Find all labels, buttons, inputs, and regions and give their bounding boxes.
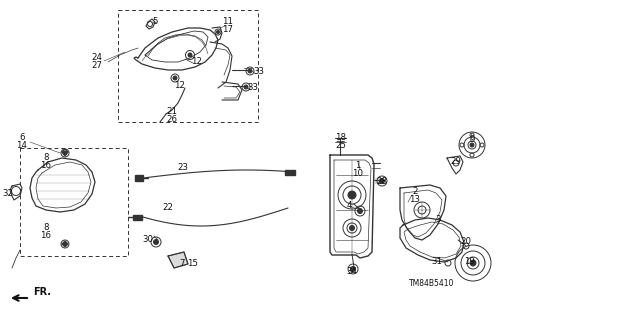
Circle shape [63, 242, 67, 246]
Text: 3: 3 [435, 216, 441, 225]
Text: 1: 1 [355, 160, 361, 169]
Bar [118, 10, 258, 122]
Circle shape [358, 209, 362, 213]
Text: 29: 29 [451, 158, 461, 167]
Text: 6: 6 [19, 133, 25, 143]
Text: 15: 15 [188, 258, 198, 268]
Text: 20: 20 [461, 238, 472, 247]
Text: 11: 11 [223, 18, 234, 26]
Text: 21: 21 [166, 108, 177, 116]
Text: 32: 32 [3, 189, 13, 197]
Circle shape [351, 266, 355, 271]
Bar [285, 170, 295, 175]
Circle shape [154, 240, 159, 244]
Text: 34: 34 [346, 268, 358, 277]
Text: 5: 5 [152, 18, 157, 26]
Text: 30: 30 [143, 235, 154, 244]
Text: 26: 26 [166, 115, 177, 124]
Text: 24: 24 [92, 53, 102, 62]
Text: 12: 12 [175, 80, 186, 90]
Text: 33: 33 [248, 84, 259, 93]
Bar [20, 148, 128, 256]
Text: 10: 10 [353, 168, 364, 177]
Text: 17: 17 [223, 26, 234, 34]
Text: 8: 8 [44, 224, 49, 233]
Text: 13: 13 [410, 196, 420, 204]
Text: 8: 8 [44, 153, 49, 162]
Circle shape [348, 191, 356, 199]
Text: 4: 4 [346, 201, 352, 210]
Text: 25: 25 [335, 142, 346, 151]
Circle shape [173, 76, 177, 80]
Bar [133, 215, 142, 220]
Text: 14: 14 [17, 142, 28, 151]
Circle shape [244, 85, 248, 89]
Text: 28: 28 [376, 176, 387, 186]
Bar [135, 175, 143, 181]
Text: 27: 27 [92, 61, 102, 70]
Text: FR.: FR. [33, 287, 51, 297]
Text: 16: 16 [40, 232, 51, 241]
Text: TM84B5410: TM84B5410 [410, 278, 454, 287]
Text: 19: 19 [463, 257, 474, 266]
Text: 33: 33 [253, 68, 264, 77]
Circle shape [380, 179, 385, 183]
Polygon shape [168, 252, 188, 268]
Text: 23: 23 [177, 164, 189, 173]
Text: 7: 7 [179, 258, 185, 268]
Text: 9: 9 [469, 136, 475, 145]
Circle shape [349, 226, 355, 231]
Text: 31: 31 [431, 257, 442, 266]
Circle shape [248, 69, 252, 73]
Text: 18: 18 [335, 133, 346, 143]
Circle shape [470, 260, 476, 266]
Text: 22: 22 [163, 204, 173, 212]
Circle shape [63, 151, 67, 155]
Text: 16: 16 [40, 161, 51, 170]
Circle shape [216, 31, 220, 33]
Circle shape [188, 53, 192, 57]
Text: 2: 2 [412, 188, 418, 197]
Circle shape [470, 143, 474, 147]
Text: 12: 12 [191, 57, 202, 66]
